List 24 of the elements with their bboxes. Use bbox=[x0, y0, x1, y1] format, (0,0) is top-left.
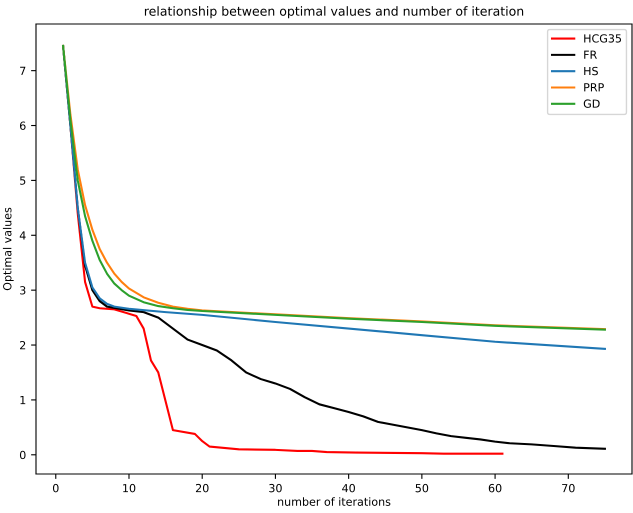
x-tick-label: 50 bbox=[416, 484, 428, 492]
chart-title: relationship between optimal values and number of iteration bbox=[144, 6, 524, 18]
y-tick-label: 0 bbox=[20, 450, 26, 460]
x-tick-label: 30 bbox=[269, 484, 282, 492]
x-tick-label: 60 bbox=[488, 484, 502, 492]
x-tick-label: 0 bbox=[52, 484, 59, 492]
legend-label: HS bbox=[584, 66, 598, 76]
y-tick-label: 3 bbox=[20, 286, 26, 295]
legend-label: FR bbox=[584, 50, 597, 59]
x-tick-label: 20 bbox=[196, 484, 209, 492]
y-tick-label: 5 bbox=[20, 176, 26, 185]
legend-label: HCG35 bbox=[584, 34, 622, 43]
legend-label: PRP bbox=[584, 83, 604, 92]
y-tick-label: 1 bbox=[20, 396, 26, 404]
x-tick-label: 70 bbox=[562, 484, 575, 492]
x-tick-label: 40 bbox=[342, 484, 355, 492]
y-tick-label: 7 bbox=[20, 66, 26, 75]
y-axis-title: Optimal values bbox=[2, 208, 14, 290]
y-tick-label: 6 bbox=[20, 122, 26, 130]
y-tick-label: 4 bbox=[20, 231, 26, 240]
x-tick-label: 10 bbox=[123, 484, 136, 492]
legend-label: GD bbox=[584, 99, 600, 108]
y-tick-label: 2 bbox=[20, 341, 26, 350]
x-axis-title: number of iterations bbox=[278, 497, 390, 506]
